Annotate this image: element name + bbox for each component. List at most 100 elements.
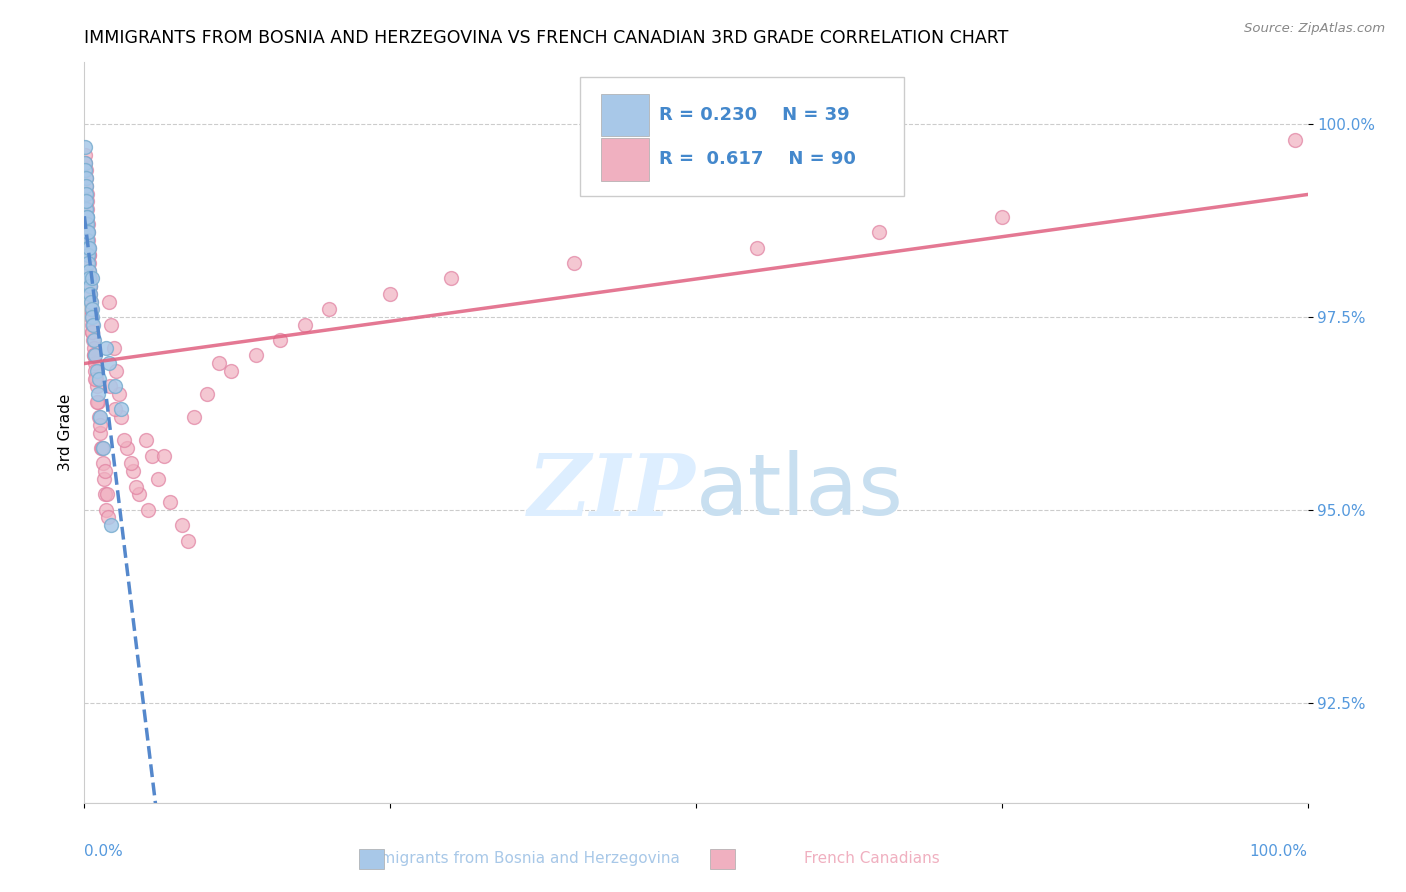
- Point: [76, 186, 98, 201]
- Point: [79, 286, 101, 301]
- FancyBboxPatch shape: [600, 138, 650, 181]
- Point: [1284, 132, 1306, 146]
- Point: [77, 256, 100, 270]
- Point: [94, 487, 117, 501]
- Point: [153, 449, 176, 463]
- Point: [83, 349, 105, 363]
- Point: [177, 533, 200, 548]
- Point: [79, 286, 101, 301]
- Text: R =  0.617    N = 90: R = 0.617 N = 90: [659, 151, 856, 169]
- Point: [440, 271, 463, 285]
- Point: [80, 310, 103, 324]
- Point: [96, 502, 118, 516]
- Point: [80, 294, 103, 309]
- Point: [75, 163, 97, 178]
- Point: [380, 286, 402, 301]
- Point: [183, 410, 205, 425]
- Point: [76, 210, 98, 224]
- Point: [77, 225, 100, 239]
- Point: [75, 171, 97, 186]
- Point: [110, 410, 132, 425]
- Point: [76, 225, 98, 239]
- Point: [100, 318, 122, 332]
- Point: [93, 464, 115, 478]
- Point: [77, 256, 100, 270]
- Point: [80, 302, 103, 317]
- Point: [91, 457, 114, 471]
- Point: [83, 349, 105, 363]
- Point: [869, 225, 891, 239]
- Point: [82, 310, 104, 324]
- Point: [86, 379, 108, 393]
- Point: [76, 218, 98, 232]
- Point: [87, 387, 110, 401]
- Point: [84, 349, 107, 363]
- Point: [80, 302, 103, 317]
- Point: [77, 240, 100, 254]
- Point: [91, 441, 114, 455]
- Point: [141, 449, 163, 463]
- Point: [79, 279, 101, 293]
- Point: [82, 326, 104, 340]
- Point: [76, 233, 98, 247]
- Point: [80, 302, 103, 317]
- Text: IMMIGRANTS FROM BOSNIA AND HERZEGOVINA VS FRENCH CANADIAN 3RD GRADE CORRELATION : IMMIGRANTS FROM BOSNIA AND HERZEGOVINA V…: [84, 29, 1008, 47]
- Point: [86, 364, 108, 378]
- Point: [318, 302, 340, 317]
- Text: ZIP: ZIP: [529, 450, 696, 533]
- Point: [79, 279, 101, 293]
- Point: [80, 294, 103, 309]
- Point: [120, 457, 142, 471]
- Point: [76, 194, 98, 209]
- Text: R = 0.230    N = 39: R = 0.230 N = 39: [659, 106, 849, 124]
- Point: [89, 410, 111, 425]
- Point: [79, 279, 101, 293]
- Point: [172, 518, 194, 533]
- Point: [128, 487, 150, 501]
- Point: [82, 326, 104, 340]
- Point: [125, 480, 148, 494]
- Point: [76, 202, 98, 216]
- Point: [135, 434, 157, 448]
- Point: [98, 379, 121, 393]
- Point: [83, 341, 105, 355]
- Point: [93, 472, 115, 486]
- Point: [96, 487, 118, 501]
- Point: [90, 441, 112, 455]
- Point: [110, 402, 132, 417]
- Point: [73, 148, 96, 162]
- Point: [991, 210, 1014, 224]
- Point: [83, 333, 105, 347]
- Point: [97, 294, 120, 309]
- FancyBboxPatch shape: [600, 94, 650, 136]
- Point: [75, 155, 97, 169]
- Point: [747, 240, 769, 254]
- Point: [136, 502, 159, 516]
- Point: [77, 248, 100, 262]
- Point: [104, 402, 127, 417]
- Point: [219, 364, 242, 378]
- Point: [79, 263, 101, 277]
- Point: [77, 248, 100, 262]
- Point: [75, 178, 97, 193]
- Point: [75, 194, 97, 209]
- Point: [80, 271, 103, 285]
- Point: [105, 364, 128, 378]
- Y-axis label: 3rd Grade: 3rd Grade: [58, 394, 73, 471]
- Point: [83, 371, 105, 385]
- Point: [112, 434, 135, 448]
- Point: [87, 371, 110, 385]
- Text: Immigrants from Bosnia and Herzegovina: Immigrants from Bosnia and Herzegovina: [361, 851, 679, 865]
- Point: [115, 441, 138, 455]
- Point: [82, 318, 104, 332]
- Point: [91, 441, 114, 455]
- Point: [122, 464, 145, 478]
- Point: [75, 155, 97, 169]
- Point: [75, 178, 97, 193]
- Point: [100, 518, 122, 533]
- Point: [86, 394, 108, 409]
- Point: [103, 341, 125, 355]
- Point: [84, 364, 107, 378]
- Point: [97, 510, 120, 524]
- Point: [73, 140, 96, 154]
